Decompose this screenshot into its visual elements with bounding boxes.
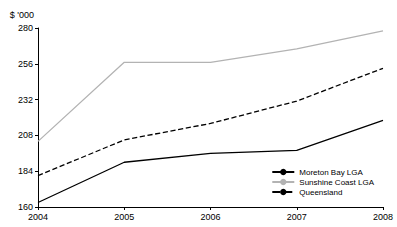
svg-text:232: 232 (18, 95, 33, 105)
svg-text:280: 280 (18, 23, 33, 33)
svg-text:2006: 2006 (200, 212, 220, 222)
svg-text:184: 184 (18, 166, 33, 176)
svg-text:2004: 2004 (28, 212, 48, 222)
svg-text:160: 160 (18, 202, 33, 212)
svg-text:2008: 2008 (373, 212, 393, 222)
svg-text:256: 256 (18, 59, 33, 69)
svg-text:Moreton Bay LGA: Moreton Bay LGA (299, 168, 363, 177)
svg-text:2007: 2007 (287, 212, 307, 222)
svg-text:2005: 2005 (114, 212, 134, 222)
svg-text:Queensland: Queensland (299, 188, 342, 197)
svg-text:$ '000: $ '000 (10, 10, 34, 20)
svg-text:208: 208 (18, 130, 33, 140)
svg-text:Sunshine Coast LGA: Sunshine Coast LGA (299, 178, 374, 187)
